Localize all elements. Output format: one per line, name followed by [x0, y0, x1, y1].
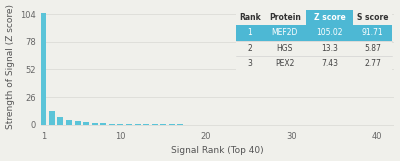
Text: Rank: Rank [239, 13, 260, 22]
Text: Protein: Protein [269, 13, 301, 22]
Bar [40, 13, 46, 125]
Bar [160, 124, 166, 125]
Bar [117, 124, 123, 125]
Text: 7.43: 7.43 [321, 59, 338, 68]
Text: 13.3: 13.3 [321, 44, 338, 53]
Bar [126, 124, 132, 125]
Bar [306, 41, 353, 56]
Bar [353, 41, 392, 56]
Text: 91.71: 91.71 [362, 28, 384, 38]
Text: 2: 2 [247, 44, 252, 53]
Bar [66, 120, 72, 125]
Bar [353, 56, 392, 72]
Bar [236, 56, 264, 72]
Bar [169, 124, 175, 125]
Bar [264, 41, 306, 56]
Bar [264, 56, 306, 72]
Bar [49, 111, 55, 125]
Bar [306, 25, 353, 41]
Bar [74, 122, 80, 125]
Bar [306, 56, 353, 72]
Bar [143, 124, 149, 125]
Bar [236, 25, 264, 41]
Bar [152, 124, 158, 125]
Bar [177, 124, 183, 125]
Bar [186, 124, 192, 125]
Text: 2.77: 2.77 [364, 59, 381, 68]
Bar [236, 41, 264, 56]
Text: 1: 1 [247, 28, 252, 38]
Bar [109, 124, 115, 125]
Text: 105.02: 105.02 [316, 28, 343, 38]
Text: 3: 3 [247, 59, 252, 68]
Bar [92, 123, 98, 125]
Bar [353, 10, 392, 25]
Text: MEF2D: MEF2D [272, 28, 298, 38]
Bar [236, 10, 264, 25]
Text: HGS: HGS [277, 44, 293, 53]
Bar [306, 10, 353, 25]
Text: 5.87: 5.87 [364, 44, 381, 53]
Text: PEX2: PEX2 [275, 59, 294, 68]
Y-axis label: Strength of Signal (Z score): Strength of Signal (Z score) [6, 4, 14, 129]
Bar [83, 122, 89, 125]
Bar [264, 10, 306, 25]
Bar [264, 25, 306, 41]
X-axis label: Signal Rank (Top 40): Signal Rank (Top 40) [171, 147, 264, 155]
Bar [134, 124, 140, 125]
Bar [58, 117, 64, 125]
Bar [100, 123, 106, 125]
Bar [353, 25, 392, 41]
Text: Z score: Z score [314, 13, 346, 22]
Text: S score: S score [357, 13, 388, 22]
